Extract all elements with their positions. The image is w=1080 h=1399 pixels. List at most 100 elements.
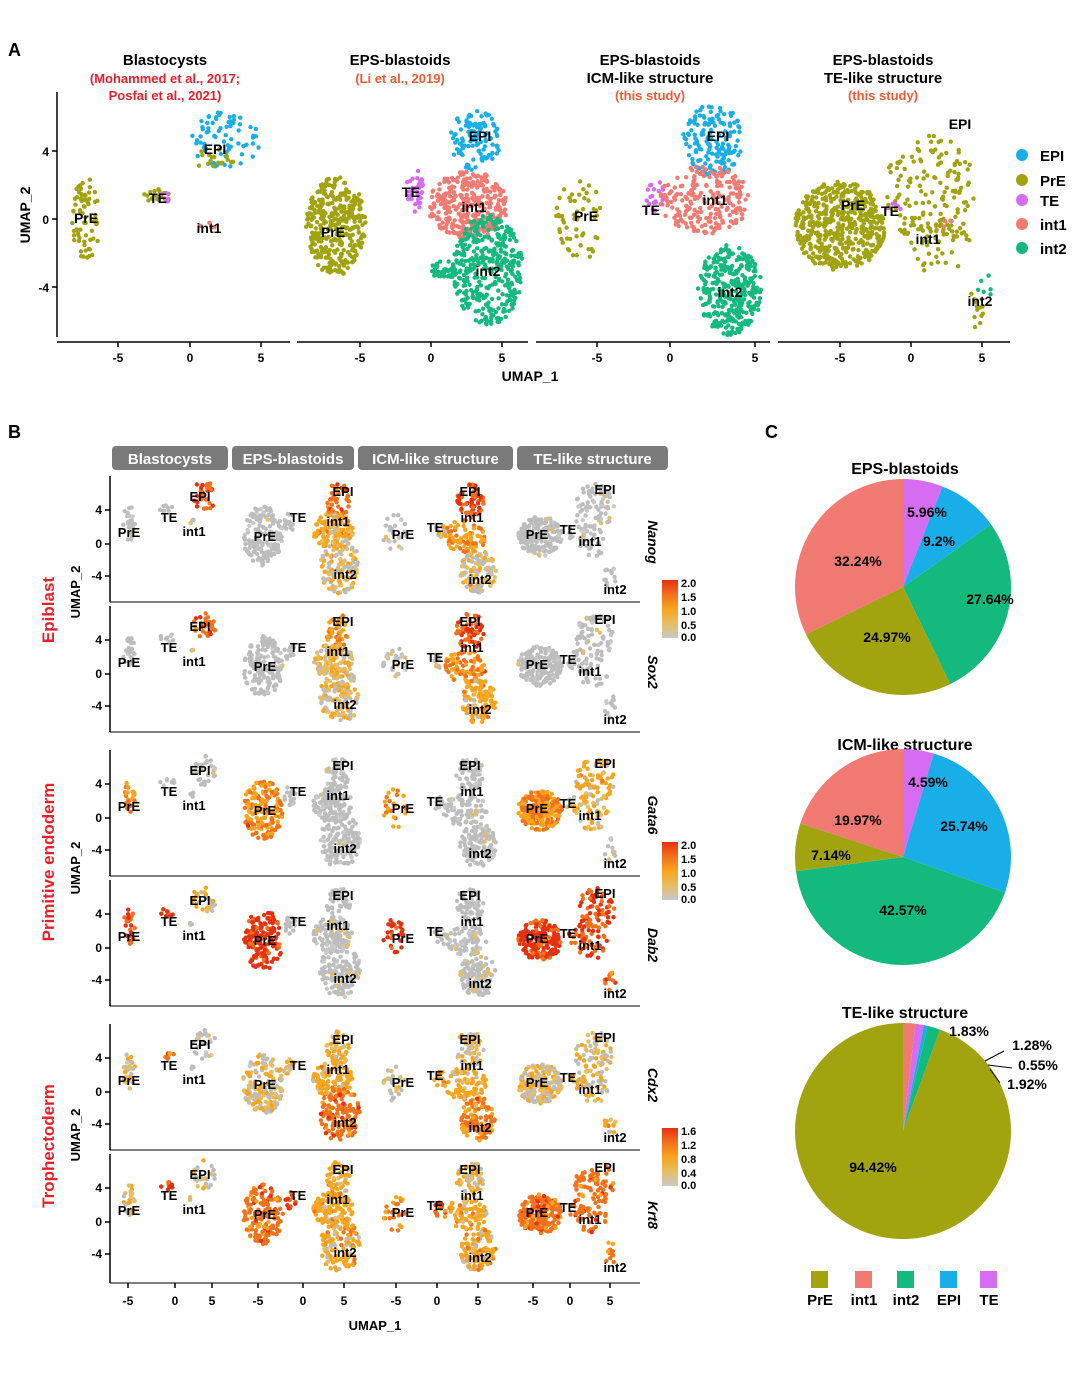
cluster-label: EPI: [707, 128, 730, 144]
header-label: EPS-blastoids: [243, 451, 344, 468]
y-tick: -4: [91, 843, 102, 857]
cluster-label: TE: [427, 650, 444, 665]
x-tick: 0: [187, 351, 194, 365]
cluster-label: TE: [161, 784, 178, 799]
scale-tick: 0.0: [681, 894, 696, 906]
header-strip: [112, 446, 228, 470]
facet-title: Blastocysts: [123, 52, 207, 69]
y-tick: -4: [91, 569, 102, 583]
axis-label-y: UMAP_2: [68, 1109, 83, 1162]
x-tick: -5: [123, 1294, 134, 1308]
header-strip: [358, 446, 513, 470]
slice-label: 42.57%: [879, 902, 927, 918]
cluster-label: int2: [603, 1260, 626, 1275]
cluster-label: int1: [578, 938, 601, 953]
slice-label: 7.14%: [811, 847, 851, 863]
axis-label-y: UMAP_2: [17, 186, 33, 243]
cluster-label: int2: [603, 856, 626, 871]
axis-label-x: UMAP_1: [502, 368, 559, 384]
x-tick: 5: [607, 1294, 614, 1308]
x-tick: -5: [592, 351, 603, 365]
cluster-label: int2: [468, 572, 491, 587]
cluster-label: TE: [290, 784, 307, 799]
y-tick: 0: [95, 1085, 102, 1099]
cluster-label: int2: [333, 841, 356, 856]
cluster-label: PrE: [841, 197, 865, 213]
axis-label-y: UMAP_2: [68, 842, 83, 895]
slice-label: 25.74%: [940, 818, 988, 834]
pie-slice-TE: [903, 479, 943, 587]
pie-slice-TE: [903, 1023, 924, 1131]
slice-label: 1.83%: [949, 1023, 989, 1039]
cluster-label: int1: [182, 1072, 205, 1087]
cluster-label: int1: [703, 192, 728, 208]
y-tick: 4: [95, 503, 102, 517]
legend-a: EPI PrE TE int1 int2: [1016, 148, 1067, 258]
cluster-label: TE: [560, 1200, 577, 1215]
legend-label: int1: [851, 1292, 878, 1309]
cluster-label: int2: [476, 263, 501, 279]
color-scale-epiblast: 2.0 1.5 1.0 0.5 0.0: [662, 578, 696, 644]
pie-slice-PrE: [794, 1023, 1011, 1240]
cluster-label: int1: [460, 914, 483, 929]
cluster-label: int2: [603, 1130, 626, 1145]
gene-label: Gata6: [645, 796, 661, 835]
legend-label: TE: [979, 1292, 998, 1309]
pie-slice-PrE: [795, 823, 903, 872]
x-tick: 5: [475, 1294, 482, 1308]
x-tick: 5: [341, 1294, 348, 1308]
pie-slice-EPI: [903, 486, 992, 587]
cluster-label: PrE: [118, 929, 141, 944]
x-tick: -5: [528, 1294, 539, 1308]
cluster-label: PrE: [392, 527, 415, 542]
scale-tick: 2.0: [681, 840, 696, 852]
cluster-label: EPI: [204, 141, 227, 157]
cluster-label: TE: [149, 190, 167, 206]
x-tick: 0: [300, 1294, 307, 1308]
legend-label: EPI: [1040, 148, 1064, 165]
cluster-label: TE: [642, 202, 660, 218]
x-tick: 0: [428, 351, 435, 365]
cluster-label: PrE: [321, 224, 345, 240]
y-tick: 4: [95, 907, 102, 921]
slice-label: 24.97%: [863, 629, 911, 645]
header-label: ICM-like structure: [372, 451, 499, 468]
x-tick: 0: [434, 1294, 441, 1308]
cluster-label: int1: [578, 1082, 601, 1097]
y-tick: -4: [91, 699, 102, 713]
y-tick: 4: [95, 633, 102, 647]
y-tick: -4: [91, 973, 102, 987]
scale-tick: 0.4: [681, 1168, 697, 1180]
cluster-label: TE: [161, 510, 178, 525]
scale-tick: 1.5: [681, 592, 696, 604]
cluster-label: int1: [578, 664, 601, 679]
cluster-label: int2: [603, 986, 626, 1001]
x-tick: 5: [979, 351, 986, 365]
x-tick: 5: [752, 351, 759, 365]
facet-title: EPS-blastoids: [833, 52, 934, 69]
pie-slice-EPI: [903, 1025, 928, 1131]
cluster-label: EPI: [460, 758, 481, 773]
scale-tick: 1.6: [681, 1126, 696, 1138]
cluster-label: TE: [560, 522, 577, 537]
scale-tick: 1.0: [681, 868, 696, 880]
group-label-trophectoderm: Trophectoderm: [39, 1084, 58, 1208]
cluster-label: EPI: [190, 489, 211, 504]
slice-label: 1.92%: [1007, 1076, 1047, 1092]
slice-label: 27.64%: [966, 591, 1014, 607]
cluster-label: TE: [161, 1188, 178, 1203]
legend-label: int2: [893, 1292, 920, 1309]
facet-reference: (Mohammed et al., 2017;: [90, 71, 240, 86]
cluster-label: TE: [290, 510, 307, 525]
y-tick: 0: [95, 811, 102, 825]
cluster-label: int2: [468, 1120, 491, 1135]
panel-b: Blastocysts EPS-blastoids ICM-like structu…: [39, 446, 697, 1333]
y-tick: -4: [91, 1117, 102, 1131]
cluster-label: PrE: [118, 799, 141, 814]
panel-c: EPS-blastoids ICM-like structure TE-like…: [794, 461, 1058, 1309]
pie-slice-int1: [800, 749, 903, 857]
y-tick: -4: [38, 281, 49, 295]
y-tick: 0: [95, 667, 102, 681]
x-tick: 5: [499, 351, 506, 365]
cluster-label: EPI: [333, 484, 354, 499]
